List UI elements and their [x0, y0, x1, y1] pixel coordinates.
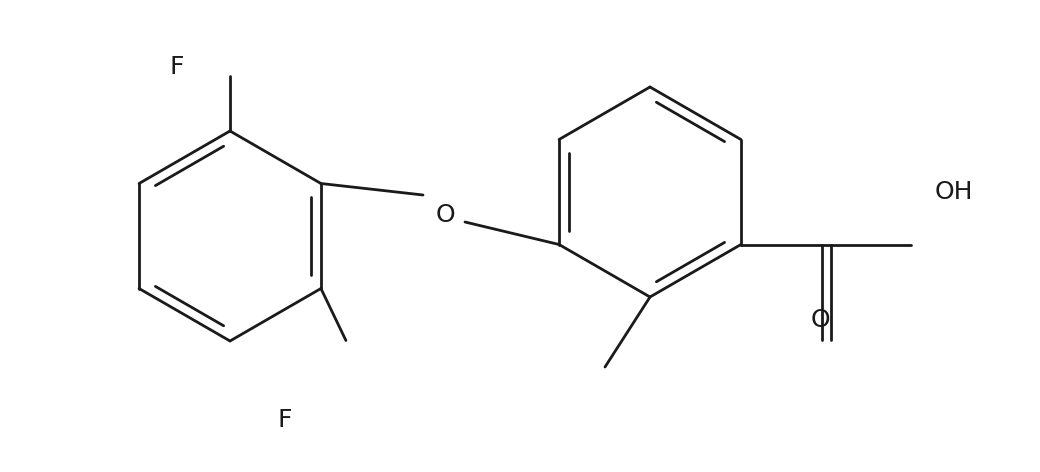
Text: F: F: [170, 55, 184, 79]
Text: O: O: [810, 308, 830, 332]
Text: F: F: [278, 408, 292, 432]
Text: OH: OH: [935, 180, 973, 204]
Text: O: O: [435, 203, 454, 227]
